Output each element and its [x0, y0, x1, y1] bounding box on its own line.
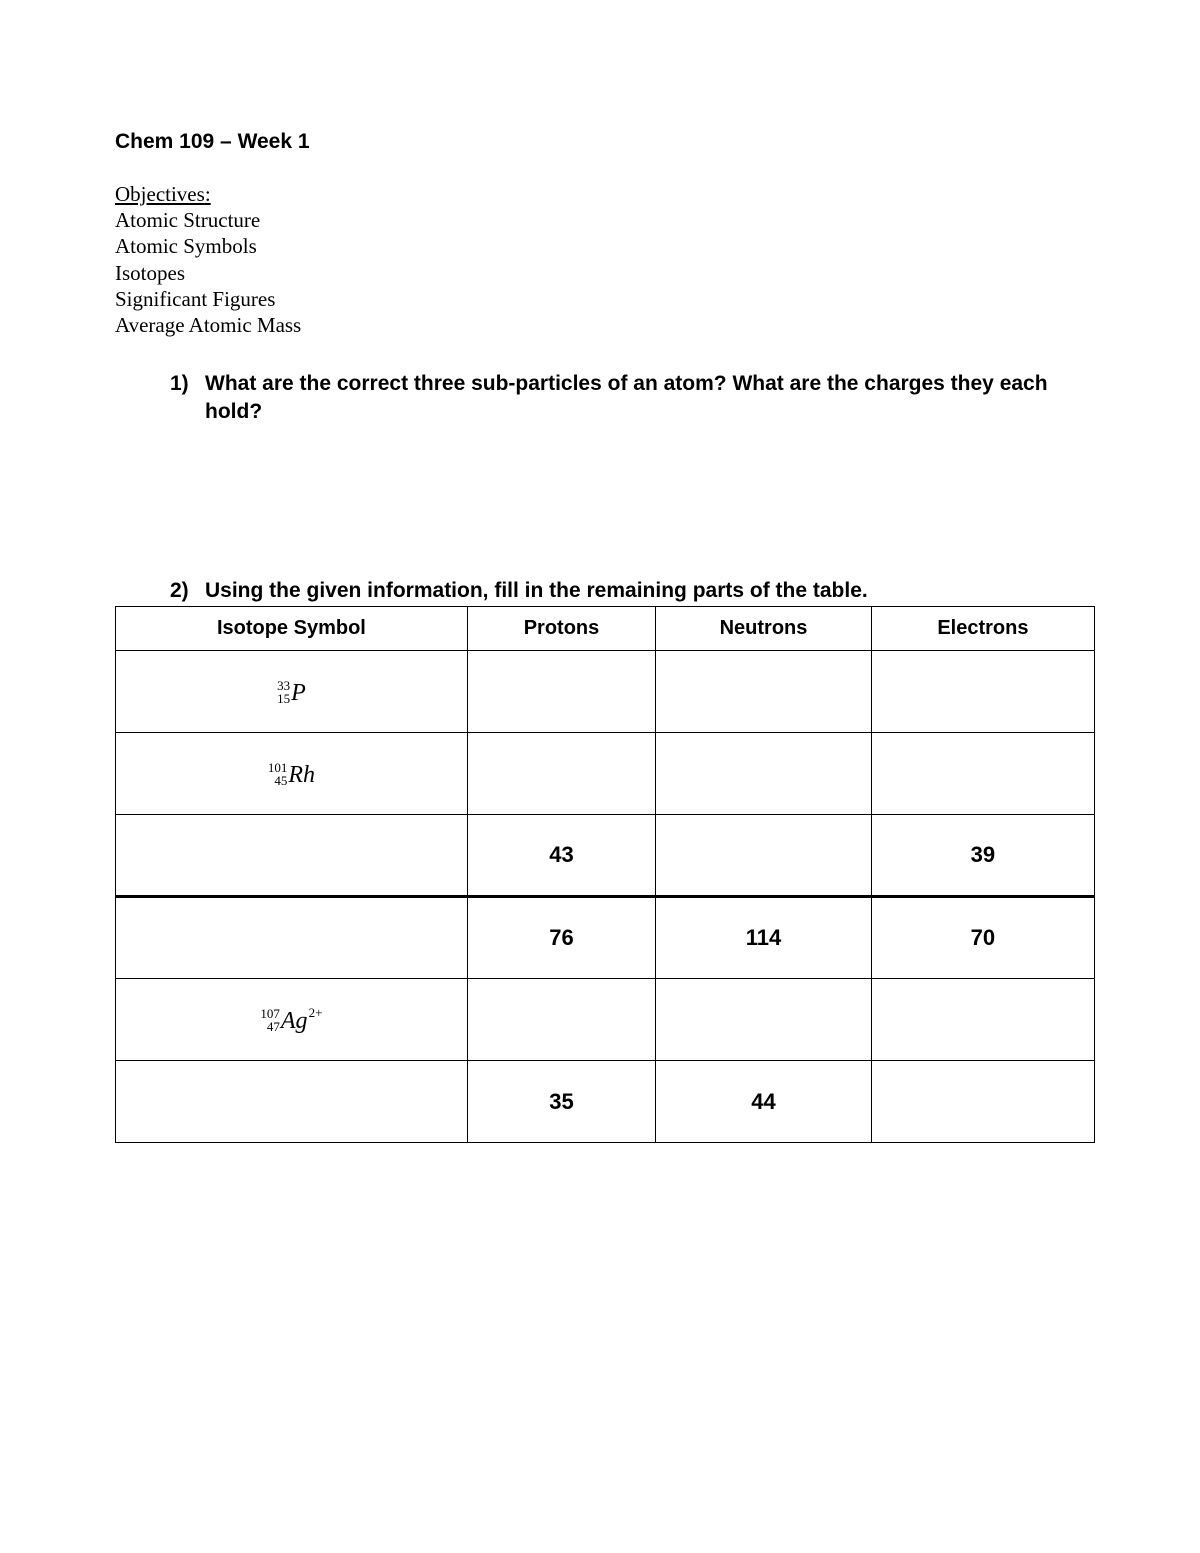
cell-electrons: [871, 979, 1094, 1061]
cell-neutrons: 44: [656, 1061, 872, 1143]
cell-isotope: [116, 815, 468, 897]
cell-isotope: 10145Rh: [116, 733, 468, 815]
cell-neutrons: [656, 815, 872, 897]
cell-isotope: 10747Ag2+: [116, 979, 468, 1061]
cell-protons: [467, 979, 655, 1061]
objectives-heading: Objectives: [115, 182, 205, 206]
cell-isotope: 3315P: [116, 651, 468, 733]
objectives-list: Atomic Structure Atomic Symbols Isotopes…: [115, 207, 1090, 338]
cell-protons: [467, 733, 655, 815]
question-number: 2): [170, 577, 205, 604]
isotope-table: Isotope Symbol Protons Neutrons Electron…: [115, 606, 1095, 1143]
cell-protons: [467, 651, 655, 733]
objectives-colon: :: [205, 182, 211, 206]
table-row: 7611470: [116, 897, 1095, 979]
objective-item: Significant Figures: [115, 286, 1090, 312]
col-isotope: Isotope Symbol: [116, 607, 468, 651]
question-2-wrap: 2) Using the given information, fill in …: [170, 577, 1090, 1143]
cell-neutrons: [656, 979, 872, 1061]
table-header-row: Isotope Symbol Protons Neutrons Electron…: [116, 607, 1095, 651]
cell-isotope: [116, 1061, 468, 1143]
worksheet-page: Chem 109 – Week 1 Objectives: Atomic Str…: [0, 0, 1200, 1553]
isotope-symbol: 3315P: [277, 679, 306, 705]
table-row: 3315P: [116, 651, 1095, 733]
cell-electrons: [871, 651, 1094, 733]
objective-item: Atomic Symbols: [115, 233, 1090, 259]
col-protons: Protons: [467, 607, 655, 651]
cell-protons: 76: [467, 897, 655, 979]
cell-neutrons: [656, 733, 872, 815]
question-2: 2) Using the given information, fill in …: [170, 577, 1090, 604]
objective-item: Average Atomic Mass: [115, 312, 1090, 338]
col-electrons: Electrons: [871, 607, 1094, 651]
page-title: Chem 109 – Week 1: [115, 130, 1090, 154]
cell-protons: 43: [467, 815, 655, 897]
col-neutrons: Neutrons: [656, 607, 872, 651]
objectives-block: Objectives: Atomic Structure Atomic Symb…: [115, 182, 1090, 338]
isotope-symbol: 10145Rh: [268, 761, 315, 787]
cell-electrons: [871, 733, 1094, 815]
questions-block: 1) What are the correct three sub-partic…: [115, 370, 1090, 1143]
table-row: 43 39: [116, 815, 1095, 897]
cell-neutrons: 114: [656, 897, 872, 979]
table-row: 10747Ag2+: [116, 979, 1095, 1061]
question-text: What are the correct three sub-particles…: [205, 370, 1090, 425]
cell-isotope: [116, 897, 468, 979]
cell-electrons: 39: [871, 815, 1094, 897]
isotope-symbol: 10747Ag2+: [260, 1006, 322, 1033]
question-number: 1): [170, 370, 205, 425]
question-1: 1) What are the correct three sub-partic…: [170, 370, 1090, 425]
objective-item: Atomic Structure: [115, 207, 1090, 233]
cell-electrons: 70: [871, 897, 1094, 979]
cell-electrons: [871, 1061, 1094, 1143]
cell-neutrons: [656, 651, 872, 733]
objective-item: Isotopes: [115, 260, 1090, 286]
question-text: Using the given information, fill in the…: [205, 577, 1090, 604]
table-row: 10145Rh: [116, 733, 1095, 815]
cell-protons: 35: [467, 1061, 655, 1143]
table-row: 3544: [116, 1061, 1095, 1143]
